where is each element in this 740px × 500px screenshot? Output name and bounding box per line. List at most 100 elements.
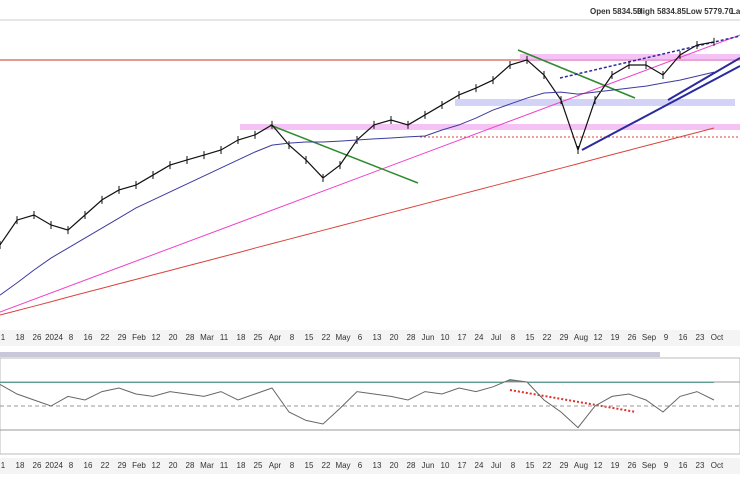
- x-tick-label: 29: [118, 461, 127, 470]
- x-tick-label: 16: [679, 461, 688, 470]
- x-tick-label: 28: [407, 333, 416, 342]
- x-tick-label: 25: [254, 461, 263, 470]
- x-tick-label: 24: [475, 461, 484, 470]
- x-tick-label: Mar: [200, 461, 214, 470]
- moving-average: [0, 127, 715, 316]
- x-tick-label: 22: [543, 333, 552, 342]
- x-tick-label: 28: [407, 461, 416, 470]
- x-tick-label: Aug: [574, 461, 588, 470]
- x-tick-label: 11: [220, 461, 229, 470]
- x-tick-label: 26: [628, 461, 637, 470]
- x-tick-label: 10: [441, 461, 450, 470]
- x-tick-label: 6: [358, 461, 363, 470]
- x-tick-label: 29: [560, 333, 569, 342]
- x-tick-label: Apr: [269, 461, 282, 470]
- x-tick-label: 9: [664, 333, 669, 342]
- x-tick-label: Sep: [642, 333, 657, 342]
- rsi-line: [0, 379, 715, 429]
- x-tick-label: 20: [390, 333, 399, 342]
- header-text: High 5834.85: [637, 7, 686, 16]
- x-tick-label: 23: [696, 461, 705, 470]
- x-tick-label: 8: [290, 461, 295, 470]
- x-tick-label: 8: [290, 333, 295, 342]
- x-tick-label: 8: [69, 461, 74, 470]
- x-tick-label: 28: [186, 333, 195, 342]
- x-tick-label: 20: [169, 461, 178, 470]
- moving-average: [0, 71, 715, 296]
- x-tick-label: 13: [373, 461, 382, 470]
- x-tick-label: 17: [458, 461, 467, 470]
- x-tick-label: 23: [696, 333, 705, 342]
- x-tick-label: 26: [33, 461, 42, 470]
- x-tick-label: 8: [511, 461, 516, 470]
- x-tick-label: 15: [305, 333, 314, 342]
- trend-line: [581, 65, 740, 151]
- x-tick-label: 18: [16, 461, 25, 470]
- header-text: Open 5834.50: [590, 7, 642, 16]
- x-tick-label: Oct: [711, 333, 724, 342]
- x-tick-label: 26: [33, 333, 42, 342]
- x-tick-label: 12: [152, 461, 161, 470]
- highlight-band: [520, 54, 740, 61]
- x-tick-label: 12: [152, 333, 161, 342]
- x-tick-label: 12: [594, 333, 603, 342]
- x-tick-label: 1: [1, 461, 6, 470]
- x-tick-label: May: [335, 461, 350, 470]
- trend-line: [667, 57, 740, 101]
- x-tick-label: 22: [101, 461, 110, 470]
- x-tick-label: Aug: [574, 333, 588, 342]
- x-tick-label: 8: [511, 333, 516, 342]
- x-tick-label: Mar: [200, 333, 214, 342]
- x-tick-label: 25: [254, 333, 263, 342]
- highlight-band: [240, 124, 740, 130]
- x-tick-label: 16: [84, 333, 93, 342]
- x-tick-label: Oct: [711, 461, 724, 470]
- x-tick-label: 9: [664, 461, 669, 470]
- trend-line: [269, 124, 419, 184]
- x-tick-label: 17: [458, 333, 467, 342]
- x-tick-label: 18: [237, 461, 246, 470]
- x-tick-label: 18: [16, 333, 25, 342]
- rsi-fill: [0, 379, 714, 383]
- x-tick-label: Jun: [422, 461, 435, 470]
- x-tick-label: 10: [441, 333, 450, 342]
- axis-strip: [0, 458, 740, 474]
- x-tick-label: May: [335, 333, 350, 342]
- header-text: Low 5779.70: [686, 7, 734, 16]
- scrollbar[interactable]: [0, 352, 660, 357]
- trend-line: [559, 35, 740, 79]
- x-tick-label: 28: [186, 461, 195, 470]
- x-tick-label: 29: [560, 461, 569, 470]
- x-tick-label: 6: [358, 333, 363, 342]
- x-tick-label: 26: [628, 333, 637, 342]
- x-tick-label: 29: [118, 333, 127, 342]
- x-tick-label: 22: [101, 333, 110, 342]
- x-tick-label: 15: [526, 333, 535, 342]
- x-tick-label: 1: [1, 333, 6, 342]
- x-tick-label: 22: [322, 333, 331, 342]
- x-tick-label: 20: [390, 461, 399, 470]
- x-tick-label: 19: [611, 461, 620, 470]
- divergence-line: [509, 389, 637, 413]
- x-tick-label: Jun: [422, 333, 435, 342]
- trend-line: [0, 34, 740, 313]
- x-tick-label: Jul: [491, 333, 501, 342]
- x-tick-label: 18: [237, 333, 246, 342]
- x-tick-label: 22: [543, 461, 552, 470]
- x-tick-label: Apr: [269, 333, 282, 342]
- x-tick-label: 2024: [45, 333, 63, 342]
- x-tick-label: 16: [679, 333, 688, 342]
- x-tick-label: 16: [84, 461, 93, 470]
- x-tick-label: 13: [373, 333, 382, 342]
- x-tick-label: Sep: [642, 461, 657, 470]
- x-tick-label: 22: [322, 461, 331, 470]
- x-tick-label: 19: [611, 333, 620, 342]
- x-tick-label: 15: [526, 461, 535, 470]
- x-tick-label: Feb: [132, 461, 146, 470]
- x-tick-label: Feb: [132, 333, 146, 342]
- rsi-panel: [0, 357, 740, 455]
- x-tick-label: 24: [475, 333, 484, 342]
- x-tick-label: 12: [594, 461, 603, 470]
